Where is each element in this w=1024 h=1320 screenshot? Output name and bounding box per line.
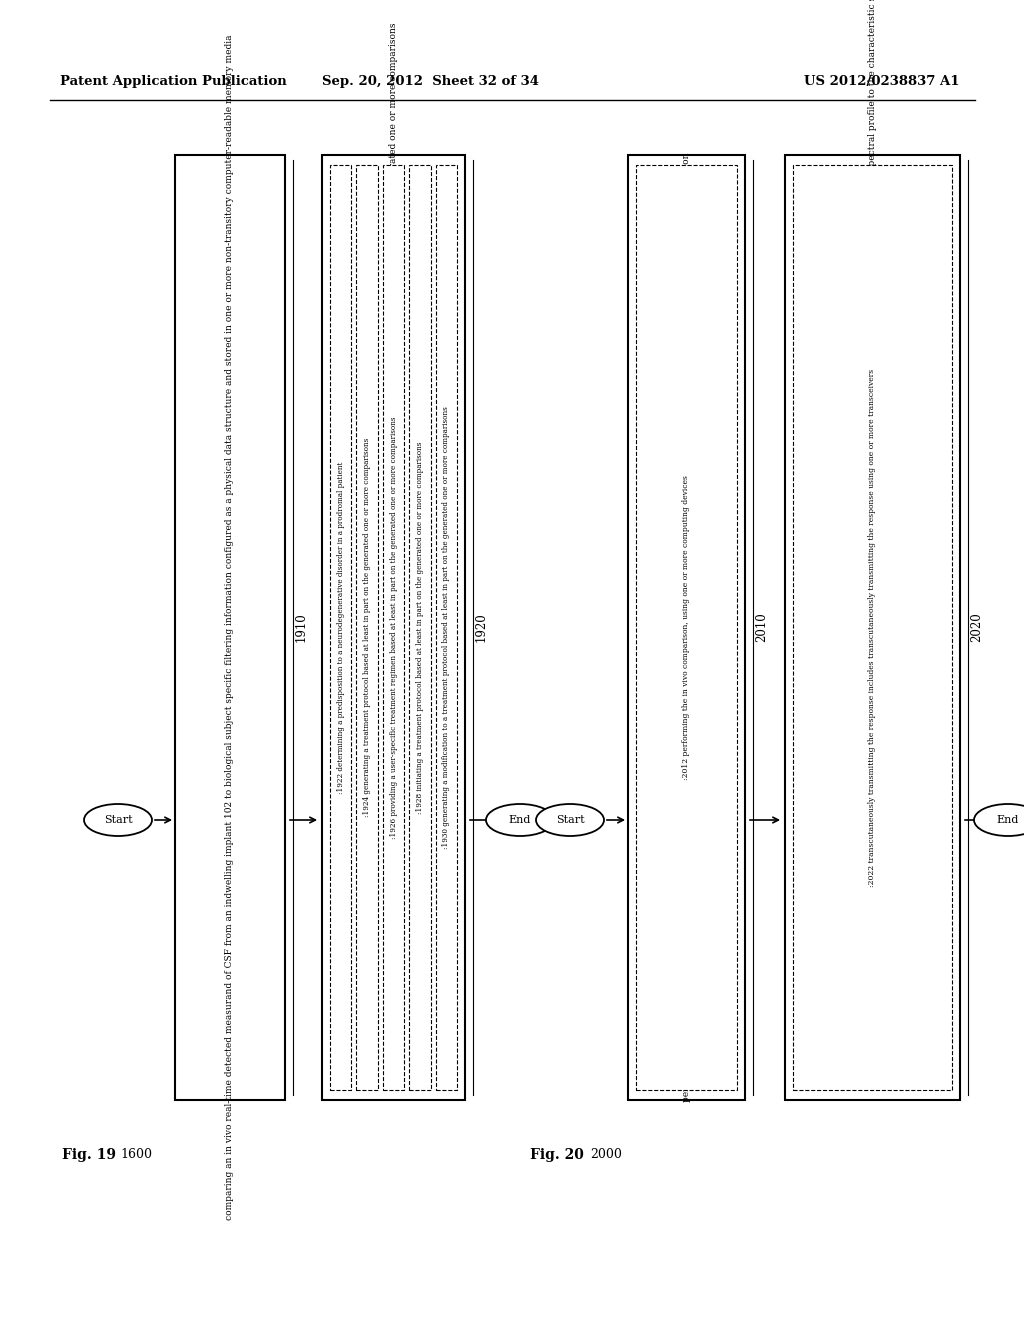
Text: End: End (509, 814, 531, 825)
Bar (628, 154, 745, 1100)
Bar (793, 165, 952, 1090)
Ellipse shape (486, 804, 554, 836)
Text: :1922 determining a predisposition to a neurodegenerative disorder in a prodroma: :1922 determining a predisposition to a … (337, 461, 345, 793)
Bar (785, 154, 961, 1100)
Text: :2022 transcutaneously transmitting the response includes transcutaneously trans: :2022 transcutaneously transmitting the … (868, 368, 877, 887)
Text: Fig. 19: Fig. 19 (62, 1148, 116, 1162)
Bar (636, 165, 737, 1090)
Bar (435, 165, 457, 1090)
Text: comparing an in vivo real-time detected measurand of CSF from an indwelling impl: comparing an in vivo real-time detected … (225, 34, 234, 1220)
Ellipse shape (974, 804, 1024, 836)
Text: :1926 providing a user-specific treatment regimen based at least in part on the : :1926 providing a user-specific treatmen… (389, 416, 397, 838)
Bar (175, 154, 285, 1100)
Text: 1910: 1910 (295, 612, 308, 643)
Bar (356, 165, 378, 1090)
Bar (410, 165, 431, 1090)
Text: :1924 generating a treatment protocol based at least in part on the generated on: :1924 generating a treatment protocol ba… (364, 438, 371, 817)
Text: 2000: 2000 (590, 1148, 622, 1162)
Text: 1920: 1920 (475, 612, 488, 643)
Text: :2012 performing the in vivo comparison, using one or more computing devices: :2012 performing the in vivo comparison,… (683, 475, 690, 780)
Bar (330, 165, 351, 1090)
Text: Start: Start (556, 814, 585, 825)
Text: transcutaneously transmitting a response based on the comparison of the detected: transcutaneously transmitting a response… (868, 0, 877, 590)
Text: generating a response based at least in part on the generated one or more compar: generating a response based at least in … (389, 22, 398, 428)
Text: Start: Start (103, 814, 132, 825)
Text: 2020: 2020 (970, 612, 983, 643)
Bar (383, 165, 404, 1090)
Text: Fig. 20: Fig. 20 (530, 1148, 584, 1162)
Text: Sep. 20, 2012  Sheet 32 of 34: Sep. 20, 2012 Sheet 32 of 34 (322, 75, 539, 88)
Text: :1930 generating a modification to a treatment protocol based at least in part o: :1930 generating a modification to a tre… (442, 407, 451, 849)
Text: performing an in vivo comparison of a detected change in a spectral absorption p: performing an in vivo comparison of a de… (682, 153, 691, 1102)
Text: Patent Application Publication: Patent Application Publication (60, 75, 287, 88)
Ellipse shape (536, 804, 604, 836)
Text: 2010: 2010 (755, 612, 768, 643)
Text: :1928 initiating a treatment protocol based at least in part on the generated on: :1928 initiating a treatment protocol ba… (416, 441, 424, 813)
Text: End: End (996, 814, 1019, 825)
Text: US 2012/0238837 A1: US 2012/0238837 A1 (805, 75, 961, 88)
Text: 1600: 1600 (120, 1148, 152, 1162)
Bar (322, 154, 465, 1100)
Ellipse shape (84, 804, 152, 836)
